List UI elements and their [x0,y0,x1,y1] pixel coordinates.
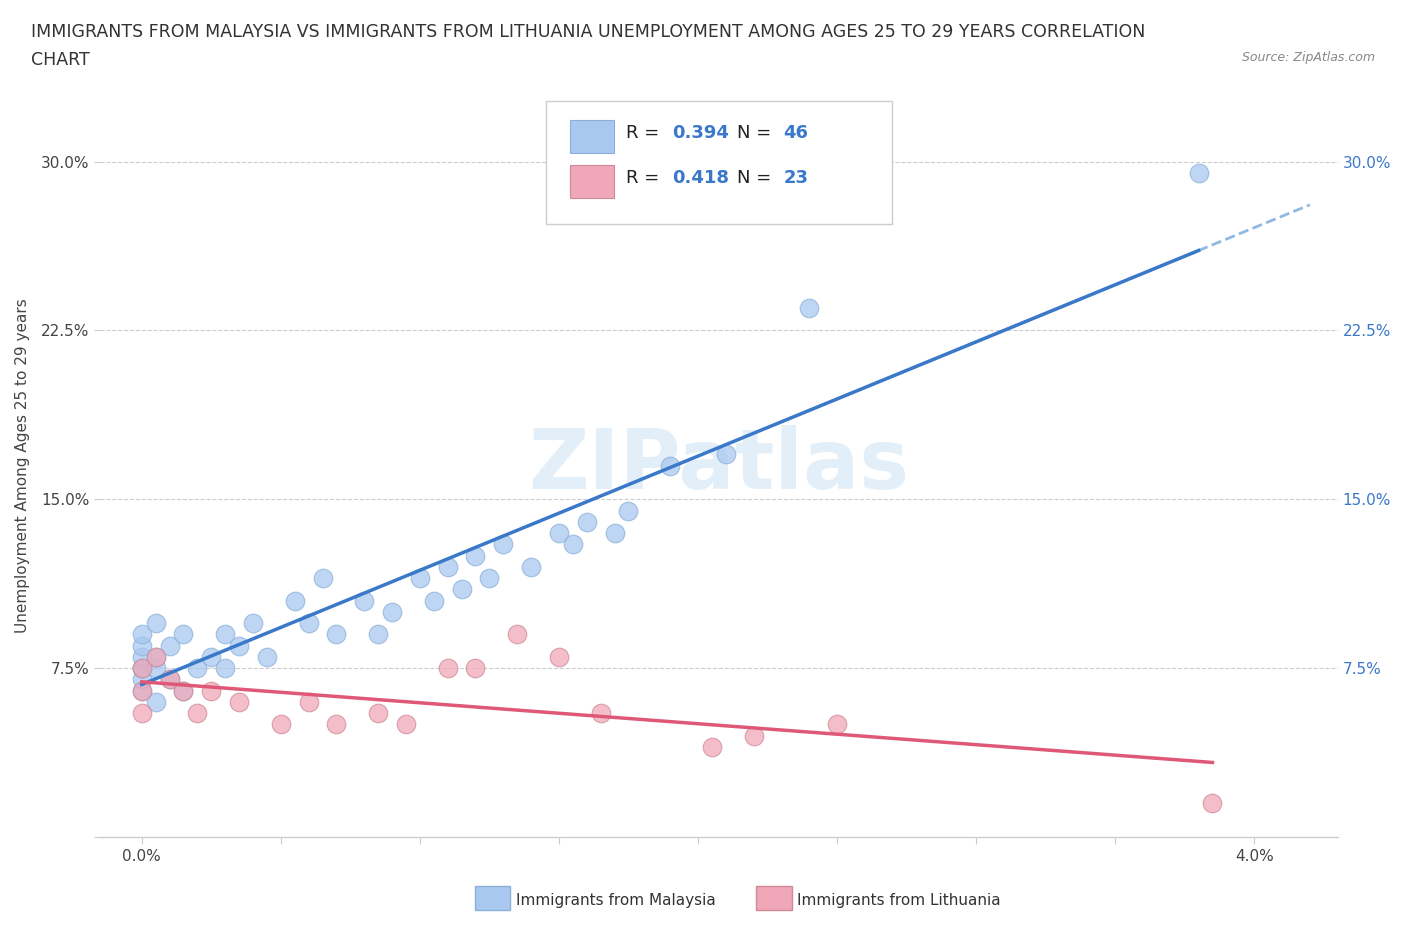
Point [506,627,529,642]
Point [297,616,319,631]
Point [297,695,319,710]
Point [742,728,765,743]
Point [603,525,626,540]
Point [214,660,236,675]
Text: 46: 46 [783,125,808,142]
Point [186,660,208,675]
Point [325,717,347,732]
Point [131,660,153,675]
Point [311,571,333,586]
Point [131,672,153,687]
Point [548,649,571,664]
Text: 0.394: 0.394 [672,125,728,142]
Text: ZIPatlas: ZIPatlas [529,425,910,506]
Text: R =: R = [626,169,665,187]
Point [145,649,167,664]
FancyBboxPatch shape [546,101,891,224]
Point [367,627,389,642]
Text: N =: N = [737,169,778,187]
Point [799,300,821,315]
Point [436,560,458,575]
Point [159,638,181,653]
Point [131,649,153,664]
Point [436,660,458,675]
Point [131,660,153,675]
Point [1201,796,1223,811]
Point [825,717,848,732]
Point [131,706,153,721]
Point [145,660,167,675]
Point [228,695,250,710]
Text: 0.418: 0.418 [672,169,728,187]
Point [450,582,472,597]
Point [200,684,222,698]
Point [561,537,583,551]
Point [714,446,737,461]
Point [464,548,486,563]
Point [131,684,153,698]
Point [145,616,167,631]
Point [492,537,515,551]
Text: Immigrants from Malaysia: Immigrants from Malaysia [516,893,716,908]
Point [186,706,208,721]
Text: IMMIGRANTS FROM MALAYSIA VS IMMIGRANTS FROM LITHUANIA UNEMPLOYMENT AMONG AGES 25: IMMIGRANTS FROM MALAYSIA VS IMMIGRANTS F… [31,23,1146,41]
Point [172,627,194,642]
Point [353,593,375,608]
Point [617,503,640,518]
FancyBboxPatch shape [571,120,613,153]
Point [464,660,486,675]
Text: R =: R = [626,125,665,142]
Text: Immigrants from Lithuania: Immigrants from Lithuania [797,893,1001,908]
Point [172,684,194,698]
Point [700,739,723,754]
Point [159,672,181,687]
Point [131,638,153,653]
Point [145,695,167,710]
Y-axis label: Unemployment Among Ages 25 to 29 years: Unemployment Among Ages 25 to 29 years [15,299,30,633]
Point [395,717,418,732]
Text: Source: ZipAtlas.com: Source: ZipAtlas.com [1241,51,1375,64]
Point [200,649,222,664]
Point [214,627,236,642]
Point [659,458,682,473]
FancyBboxPatch shape [571,165,613,198]
Point [381,604,404,619]
Point [131,660,153,675]
Point [423,593,446,608]
Point [172,684,194,698]
Point [520,560,543,575]
Point [367,706,389,721]
Point [478,571,501,586]
Point [325,627,347,642]
Point [131,627,153,642]
Point [270,717,292,732]
Point [589,706,612,721]
Text: 23: 23 [783,169,808,187]
Point [228,638,250,653]
Point [575,514,598,529]
Text: CHART: CHART [31,51,90,69]
Point [284,593,307,608]
Point [548,525,571,540]
Point [1187,166,1209,180]
Point [409,571,432,586]
Point [256,649,278,664]
Text: N =: N = [737,125,778,142]
Point [159,672,181,687]
Point [131,684,153,698]
Point [242,616,264,631]
Point [145,649,167,664]
